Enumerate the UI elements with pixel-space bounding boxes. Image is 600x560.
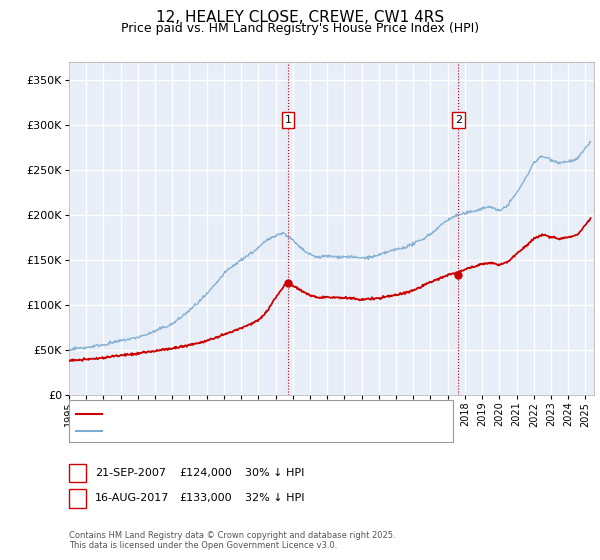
Text: 2: 2	[74, 493, 81, 503]
Text: Price paid vs. HM Land Registry's House Price Index (HPI): Price paid vs. HM Land Registry's House …	[121, 22, 479, 35]
Text: 1: 1	[74, 468, 81, 478]
Text: 1: 1	[284, 115, 292, 125]
Text: 12, HEALEY CLOSE, CREWE, CW1 4RS: 12, HEALEY CLOSE, CREWE, CW1 4RS	[156, 10, 444, 25]
Text: 30% ↓ HPI: 30% ↓ HPI	[245, 468, 304, 478]
Text: 12, HEALEY CLOSE, CREWE, CW1 4RS (semi-detached house): 12, HEALEY CLOSE, CREWE, CW1 4RS (semi-d…	[106, 409, 426, 419]
Text: £133,000: £133,000	[179, 493, 232, 503]
Text: £124,000: £124,000	[179, 468, 232, 478]
Text: 21-SEP-2007: 21-SEP-2007	[95, 468, 166, 478]
Text: 32% ↓ HPI: 32% ↓ HPI	[245, 493, 304, 503]
Text: HPI: Average price, semi-detached house, Cheshire East: HPI: Average price, semi-detached house,…	[106, 426, 400, 436]
Text: 2: 2	[455, 115, 462, 125]
Text: 16-AUG-2017: 16-AUG-2017	[95, 493, 169, 503]
Text: Contains HM Land Registry data © Crown copyright and database right 2025.
This d: Contains HM Land Registry data © Crown c…	[69, 530, 395, 550]
